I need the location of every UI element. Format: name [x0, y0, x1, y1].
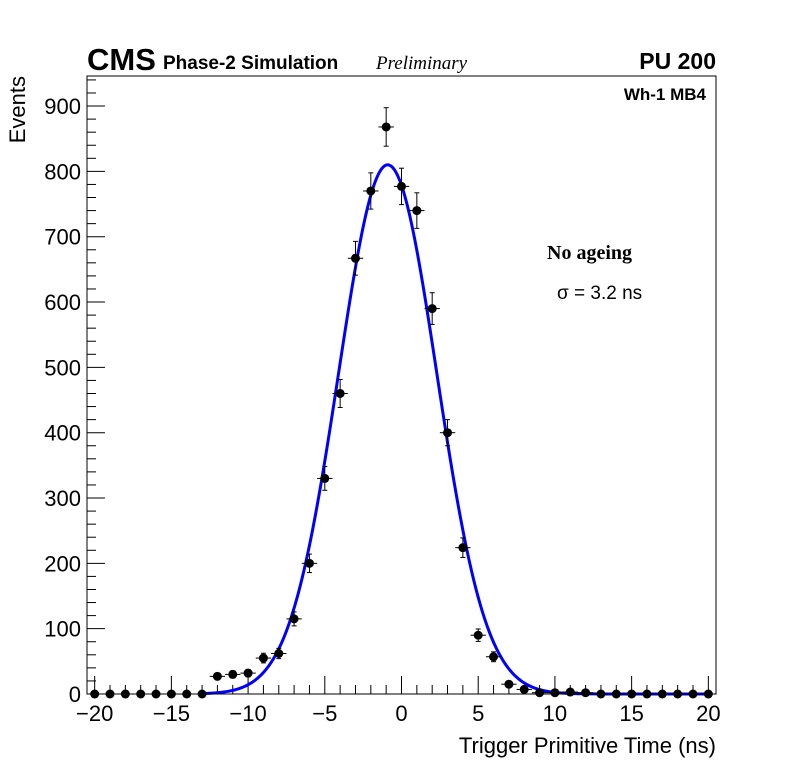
y-axis-label: Events [5, 76, 30, 143]
annotation-title: No ageing [547, 242, 632, 264]
data-marker [320, 473, 330, 483]
data-marker [304, 558, 314, 568]
x-tick-label: −5 [312, 701, 337, 726]
data-marker [458, 543, 468, 553]
data-point [470, 628, 486, 642]
y-tick-label: 0 [69, 682, 81, 707]
y-tick-label: 400 [44, 421, 81, 446]
data-marker [489, 652, 499, 662]
data-point [455, 537, 471, 558]
data-point [501, 679, 517, 689]
data-point [409, 192, 425, 229]
data-marker [412, 206, 422, 216]
data-point [485, 651, 502, 663]
data-point [271, 647, 287, 660]
data-marker [427, 304, 437, 314]
fit-curve [202, 163, 711, 696]
y-tick-label: 600 [44, 290, 81, 315]
data-point [531, 688, 548, 698]
x-tick-label: 20 [696, 701, 720, 726]
data-point [562, 687, 578, 697]
data-marker [473, 630, 483, 640]
data-point [393, 167, 410, 206]
data-marker [258, 653, 268, 663]
data-marker [243, 668, 253, 678]
y-tick-label: 800 [44, 159, 81, 184]
data-marker [212, 671, 222, 681]
data-marker [274, 648, 284, 658]
x-tick-label: 5 [472, 701, 484, 726]
data-marker [550, 688, 560, 698]
y-tick-label: 100 [44, 617, 81, 642]
pileup-label: PU 200 [639, 48, 716, 74]
data-point [577, 688, 594, 698]
data-marker [381, 122, 391, 132]
region-label: Wh-1 MB4 [624, 85, 707, 104]
y-tick-label: 900 [44, 94, 81, 119]
data-point [209, 671, 226, 681]
preliminary-label: Preliminary [375, 53, 468, 74]
y-tick-label: 300 [44, 486, 81, 511]
annotation-sigma: σ = 3.2 ns [557, 283, 642, 304]
data-marker [443, 428, 453, 438]
data-point [286, 611, 302, 627]
x-axis-label: Trigger Primitive Time (ns) [459, 733, 716, 758]
data-marker [366, 186, 376, 196]
data-point [516, 684, 532, 694]
x-tick-label: 15 [619, 701, 643, 726]
y-tick-label: 700 [44, 225, 81, 250]
x-tick-label: 0 [395, 701, 407, 726]
phase2-label: Phase-2 Simulation [163, 53, 338, 74]
data-point [378, 107, 394, 147]
x-tick-label: −10 [229, 701, 266, 726]
cms-label: CMS [87, 42, 156, 77]
data-marker [289, 614, 299, 624]
data-marker [504, 679, 514, 689]
data-marker [535, 688, 545, 698]
data-marker [228, 669, 238, 679]
data-point [301, 553, 318, 574]
data-marker [397, 181, 406, 191]
data-point [240, 668, 256, 678]
data-point [439, 419, 456, 447]
data-marker [565, 687, 575, 697]
data-point [332, 378, 348, 409]
data-marker [581, 688, 591, 698]
x-tick-label: −15 [153, 701, 190, 726]
x-tick-label: −20 [76, 701, 113, 726]
data-marker [350, 253, 360, 263]
plot-frame [86, 75, 717, 695]
x-tick-label: 10 [543, 701, 567, 726]
y-tick-label: 200 [44, 551, 81, 576]
data-point [317, 466, 333, 491]
data-point [347, 240, 364, 276]
data-marker [335, 388, 345, 398]
data-point [424, 292, 440, 325]
data-point [547, 688, 563, 698]
data-marker [519, 684, 529, 694]
data-point [225, 669, 241, 679]
data-point [255, 652, 272, 664]
y-tick-label: 500 [44, 355, 81, 380]
data-point [363, 172, 379, 210]
